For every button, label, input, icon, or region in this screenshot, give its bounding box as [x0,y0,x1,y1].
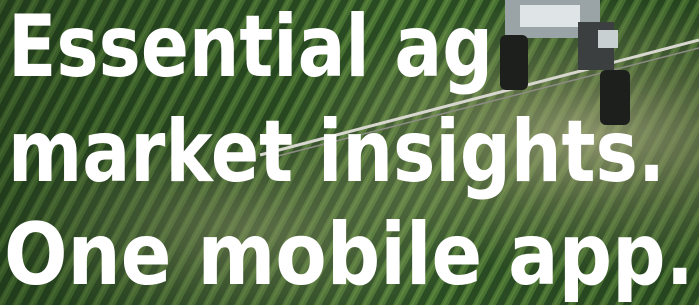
headline-line: Essential ag [8,0,493,97]
page: {"headline": {"lines": ["Essential ag", … [0,0,699,305]
headline-line: market insights. [8,102,665,202]
banner: Essential ag market insights. One mobile… [0,0,699,305]
headline-line: One mobile app. [4,205,694,305]
